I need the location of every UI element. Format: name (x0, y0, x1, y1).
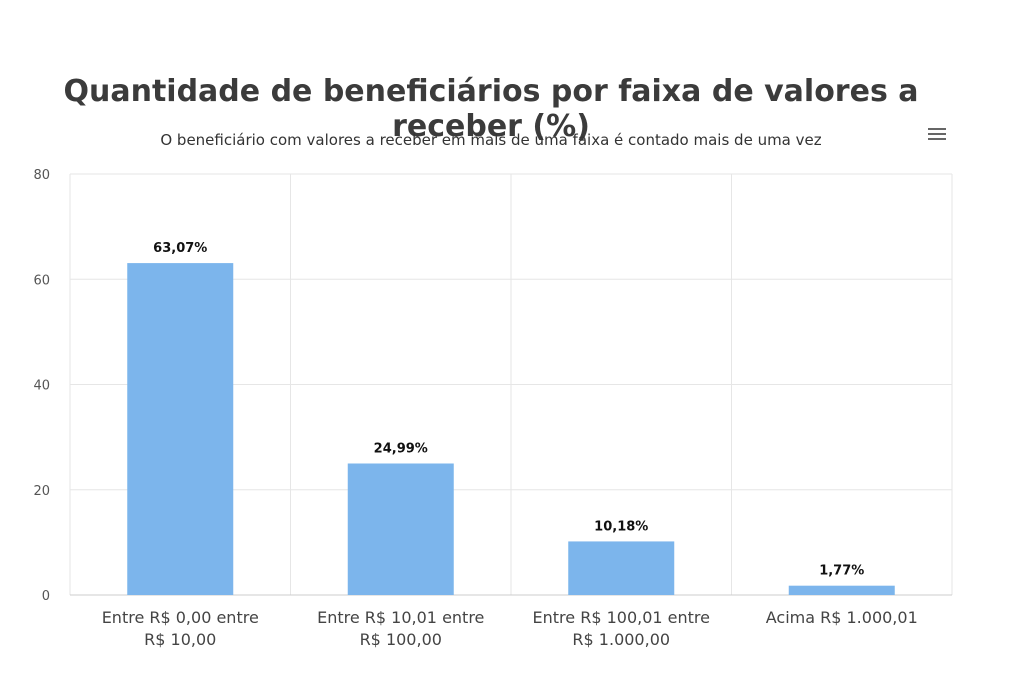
x-tick-label: Entre R$ 100,01 entre (533, 608, 710, 627)
data-label: 24,99% (374, 441, 428, 456)
x-tick-label: R$ 1.000,00 (572, 630, 670, 649)
y-tick-label: 80 (33, 168, 50, 183)
y-tick-label: 20 (33, 484, 50, 499)
bar[interactable] (347, 463, 454, 595)
x-axis: Entre R$ 0,00 entre R$ 10,00 Entre R$ 10,0… (102, 608, 918, 649)
hamburger-menu-icon[interactable] (928, 128, 946, 144)
x-tick-label: R$ 10,00 (144, 630, 216, 649)
x-tick-label: Entre R$ 0,00 entre (102, 608, 259, 627)
bars (127, 263, 895, 595)
y-axis: 0 20 40 60 80 (33, 168, 50, 604)
x-tick-label: R$ 100,00 (360, 630, 442, 649)
data-label: 1,77% (819, 564, 864, 579)
x-tick-label: Acima R$ 1.000,01 (766, 608, 918, 627)
bar[interactable] (788, 585, 895, 595)
x-tick-label: Entre R$ 10,01 entre (317, 608, 484, 627)
chart-title: Quantidade de beneficiários por faixa de… (63, 74, 919, 144)
bar[interactable] (127, 263, 234, 595)
y-tick-label: 40 (33, 379, 50, 394)
y-tick-label: 60 (33, 273, 50, 288)
y-tick-label: 0 (42, 589, 50, 604)
bar[interactable] (568, 541, 675, 595)
data-labels: 63,07% 24,99% 10,18% 1,77% (153, 241, 864, 579)
data-label: 10,18% (594, 519, 648, 534)
chart-subtitle: O beneficiário com valores a receber em … (160, 131, 822, 149)
data-label: 63,07% (153, 241, 207, 256)
